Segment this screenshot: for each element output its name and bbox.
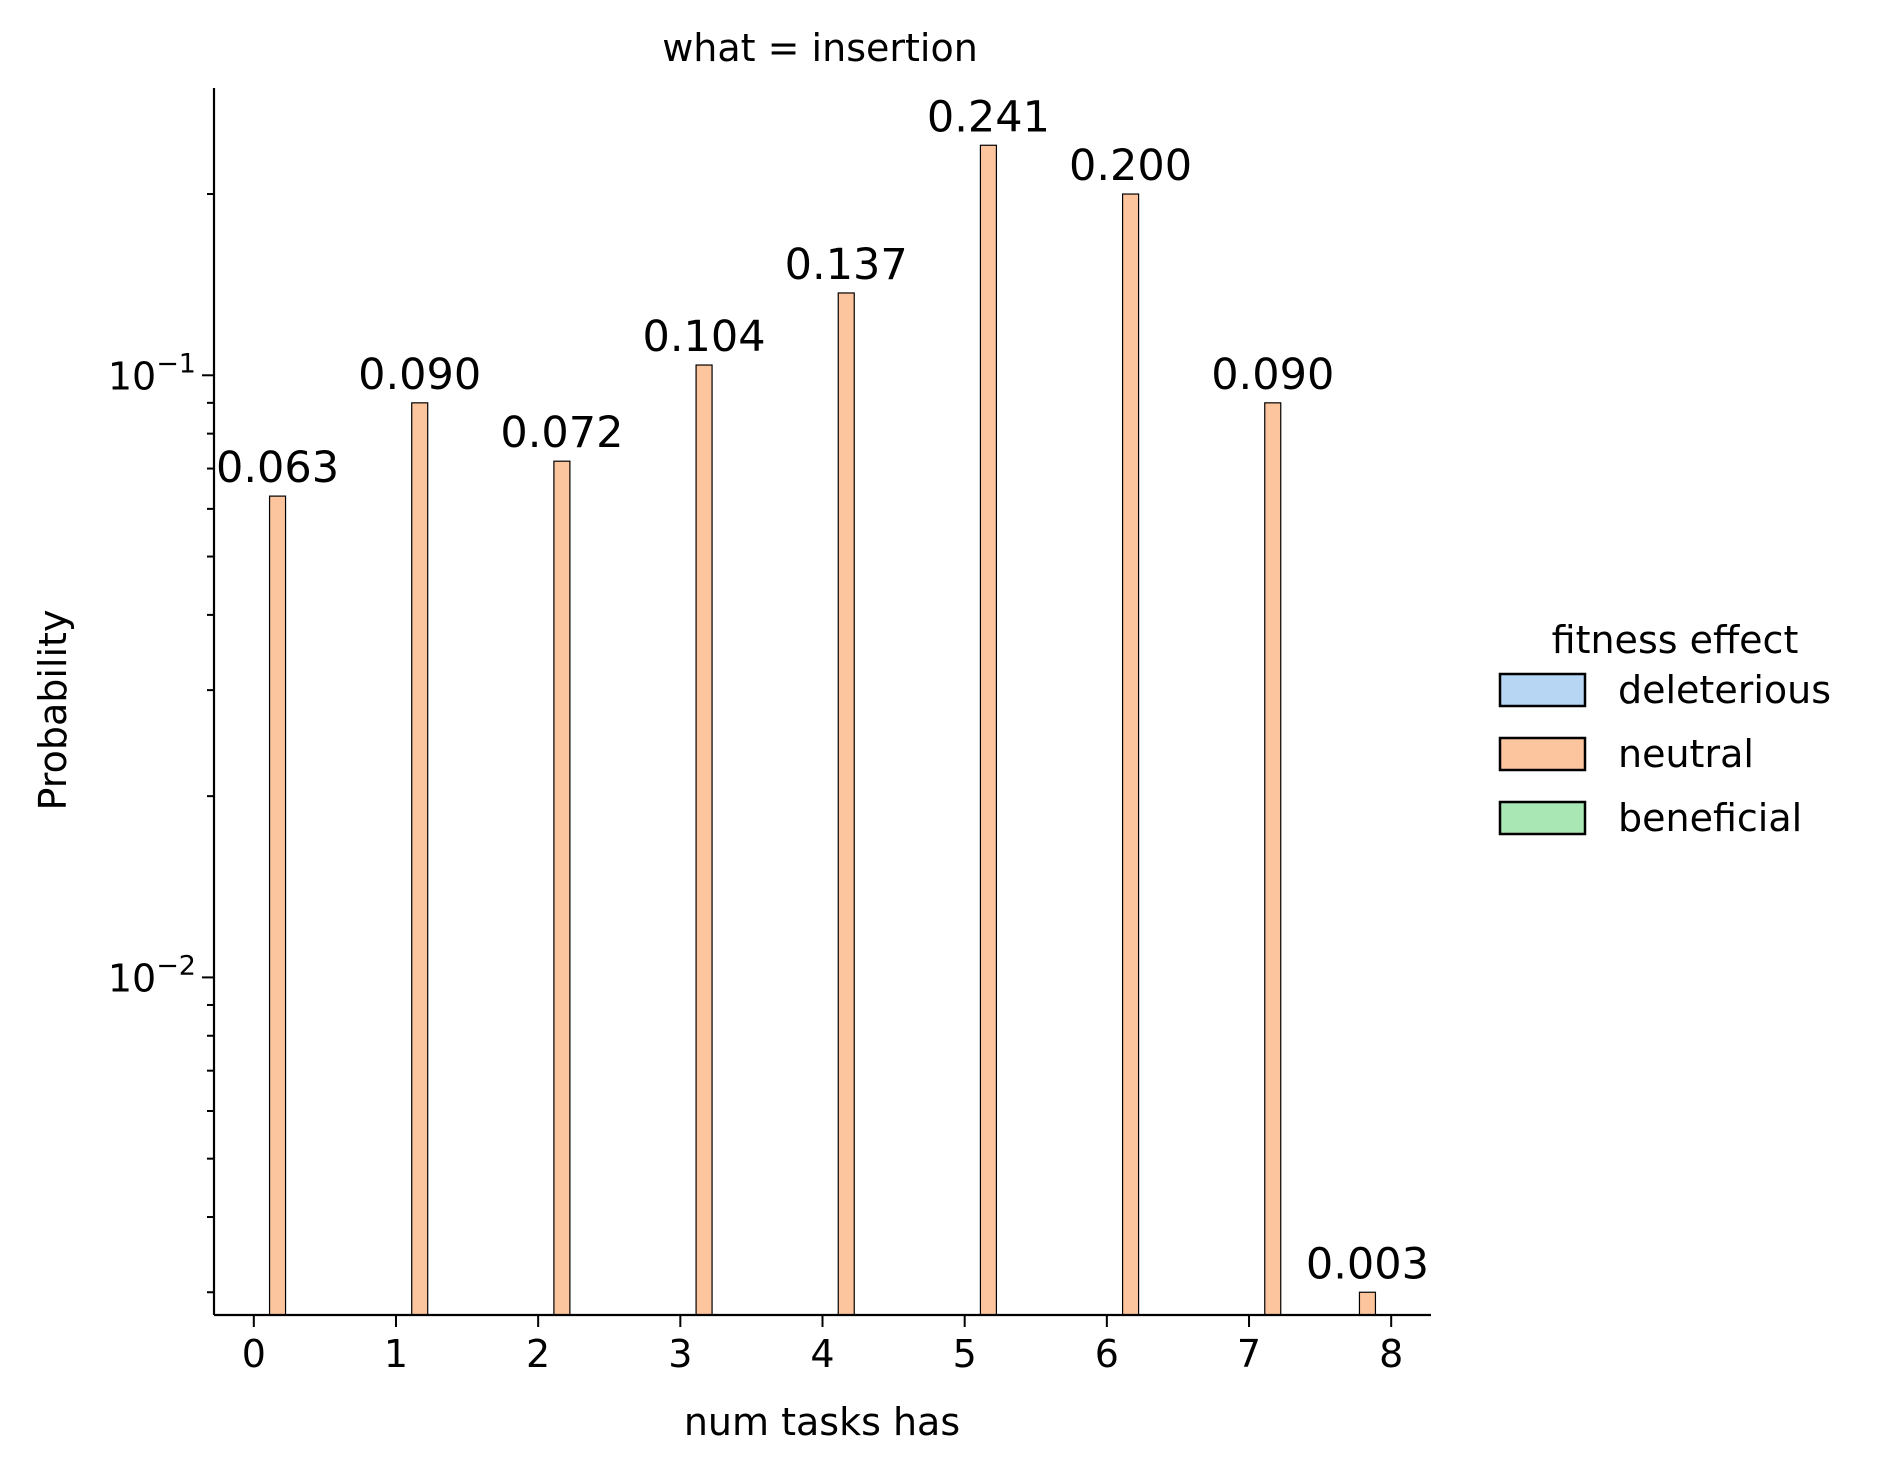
- y-tick-label-exponent: −1: [156, 348, 196, 379]
- y-tick-label-base: 10: [108, 354, 156, 398]
- bar-value-label: 0.090: [358, 350, 481, 400]
- legend-swatch: [1498, 800, 1587, 836]
- bar: [411, 402, 429, 1316]
- x-tick-label: 1: [384, 1332, 408, 1376]
- x-tick-label: 7: [1237, 1332, 1261, 1376]
- x-tick-label: 3: [668, 1332, 692, 1376]
- plot-area: 0.063 0.090 0.072 0.104 0.137 0.241 0.200 0.090…: [216, 92, 1429, 1316]
- chart-title: what = insertion: [662, 26, 978, 70]
- bar-value-label: 0.072: [500, 408, 623, 458]
- x-tick-label: 2: [526, 1332, 550, 1376]
- x-axis-label: num tasks has: [684, 1400, 960, 1444]
- x-tick-label: 6: [1095, 1332, 1119, 1376]
- x-axis-ticks: 0 1 2 3 4 5 6 7 8: [242, 1315, 1403, 1376]
- bar: [553, 460, 571, 1316]
- bar: [1121, 193, 1140, 1316]
- y-tick-label-exponent: −2: [156, 950, 196, 981]
- y-axis-ticks: 10−210−1: [108, 193, 214, 1294]
- y-tick-label: 10−2: [108, 950, 196, 1000]
- legend-swatch: [1498, 672, 1587, 708]
- bar-value-label: 0.200: [1069, 141, 1192, 191]
- bar-value-label: 0.241: [927, 92, 1050, 142]
- legend-swatch: [1498, 736, 1587, 772]
- y-tick-label: 10−1: [108, 348, 196, 398]
- legend-label: deleterious: [1618, 668, 1831, 712]
- legend-label: beneficial: [1618, 796, 1802, 840]
- legend-label: neutral: [1618, 732, 1754, 776]
- legend: fitness effect deleterious neutral benefic…: [1498, 618, 1831, 840]
- legend-title: fitness effect: [1552, 618, 1799, 662]
- bar-value-label: 0.104: [643, 312, 766, 362]
- y-axis-label: Probability: [31, 610, 75, 811]
- bar-value-label: 0.003: [1306, 1239, 1429, 1289]
- bar: [695, 364, 713, 1316]
- x-tick-label: 8: [1379, 1332, 1403, 1376]
- x-tick-label: 4: [810, 1332, 834, 1376]
- bar: [1264, 402, 1282, 1316]
- bar-value-label: 0.090: [1211, 350, 1334, 400]
- y-tick-label-base: 10: [108, 956, 156, 1000]
- bar: [979, 144, 998, 1316]
- x-tick-label: 5: [953, 1332, 977, 1376]
- bar-value-label: 0.063: [216, 443, 339, 493]
- x-tick-label: 0: [242, 1332, 266, 1376]
- bar-value-label: 0.137: [785, 240, 908, 290]
- bar: [1358, 1291, 1377, 1316]
- bar: [268, 495, 287, 1316]
- bar: [837, 292, 855, 1316]
